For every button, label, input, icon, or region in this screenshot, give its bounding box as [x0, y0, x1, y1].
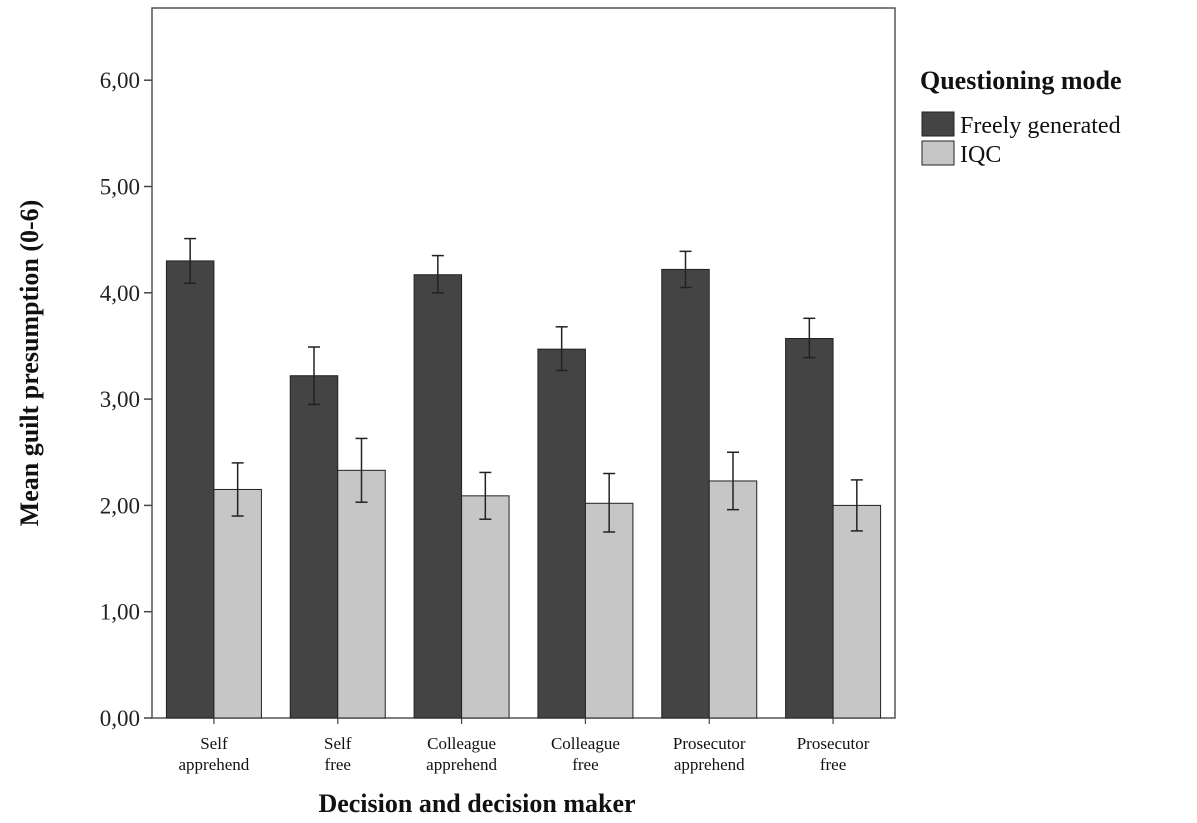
- bar-freely-generated-0: [165, 260, 215, 719]
- bar-iqc-1: [337, 469, 386, 719]
- bar-iqc-3: [584, 502, 634, 719]
- y-axis-title: Mean guilt presumption (0-6): [15, 200, 44, 527]
- legend-label-iqc: IQC: [960, 142, 1001, 168]
- bar-iqc-5: [832, 504, 882, 719]
- x-tick-label: Self: [324, 734, 352, 753]
- plot-frame: [151, 7, 896, 719]
- bar-freely-generated-5: [785, 338, 834, 719]
- x-tick-label: free: [572, 755, 598, 774]
- x-tick-label: Self: [200, 734, 228, 753]
- x-tick-label: free: [820, 755, 846, 774]
- x-axis: Self apprehend Self free Colleague apprehend C…: [179, 718, 870, 774]
- x-tick-label: apprehend: [674, 755, 745, 774]
- y-tick-label: 0,00: [100, 706, 140, 731]
- x-axis-title: Decision and decision maker: [318, 789, 635, 818]
- x-tick-label: apprehend: [179, 755, 250, 774]
- x-tick-label: Prosecutor: [673, 734, 746, 753]
- legend-label-freely-generated: Freely generated: [960, 113, 1121, 139]
- x-tick-label: Prosecutor: [797, 734, 870, 753]
- x-tick-label: apprehend: [426, 755, 497, 774]
- legend-swatch-iqc: [921, 140, 955, 166]
- bar-freely-generated-4: [661, 268, 710, 719]
- bar-freely-generated-3: [537, 348, 586, 719]
- bars: [165, 237, 882, 719]
- bar-freely-generated-1: [289, 375, 339, 719]
- x-tick-label: Colleague: [551, 734, 620, 753]
- x-tick-label: Colleague: [427, 734, 496, 753]
- y-tick-label: 3,00: [100, 387, 140, 412]
- bar-iqc-0: [213, 488, 262, 719]
- bar-freely-generated-2: [413, 274, 463, 719]
- bar-iqc-2: [461, 495, 510, 719]
- legend-swatch-freely-generated: [921, 111, 955, 137]
- y-tick-label: 5,00: [100, 175, 140, 200]
- y-tick-label: 4,00: [100, 281, 140, 306]
- y-tick-label: 1,00: [100, 600, 140, 625]
- y-tick-label: 6,00: [100, 68, 140, 93]
- bar-iqc-4: [708, 480, 758, 719]
- y-tick-label: 2,00: [100, 493, 140, 518]
- legend: Questioning mode Freely generated IQC: [920, 66, 1122, 168]
- legend-title: Questioning mode: [920, 66, 1122, 95]
- x-tick-label: free: [325, 755, 351, 774]
- y-axis: 0,00 1,00 2,00 3,00 4,00 5,00 6,00: [100, 68, 152, 731]
